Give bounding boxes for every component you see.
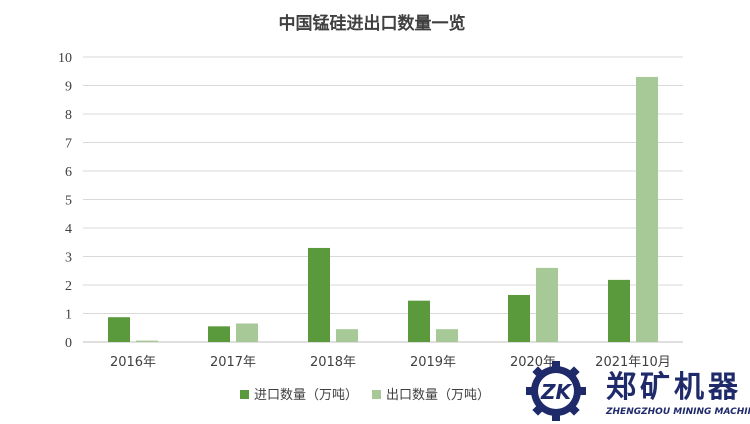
y-tick-label: 7 — [65, 137, 72, 152]
logo-gear-icon: ZK — [526, 361, 586, 421]
bar-export — [136, 340, 158, 342]
legend-label: 出口数量（万吨） — [386, 388, 490, 403]
bar-import — [508, 294, 530, 342]
bar-export — [236, 323, 258, 342]
y-tick-label: 3 — [65, 251, 72, 266]
logo-subtitle: ZHENGZHOU MINING MACHINERY — [605, 407, 750, 417]
gridlines — [83, 56, 683, 343]
x-tick-label: 2021年10月 — [595, 355, 671, 370]
x-axis-ticks: 2016年 2017年 2018年 2019年 2020年 2021年10月 — [110, 355, 671, 370]
y-tick-label: 9 — [65, 80, 72, 95]
y-tick-label: 6 — [65, 165, 72, 180]
chart-title: 中国锰硅进出口数量一览 — [279, 13, 466, 34]
x-tick-label: 2018年 — [310, 355, 356, 370]
bar-import — [108, 317, 130, 342]
y-tick-label: 10 — [58, 51, 72, 66]
legend: 进口数量（万吨） 出口数量（万吨） — [240, 388, 490, 403]
y-tick-label: 4 — [65, 222, 72, 237]
legend-swatch — [240, 390, 249, 399]
legend-swatch — [372, 390, 381, 399]
bar-import — [608, 279, 630, 342]
y-tick-label: 0 — [65, 336, 72, 351]
x-tick-label: 2016年 — [110, 355, 156, 370]
y-tick-label: 5 — [65, 194, 72, 209]
bar-import — [208, 326, 230, 342]
y-axis-ticks: 0 1 2 3 4 5 6 7 8 9 10 — [58, 51, 72, 351]
logo-name: 郑矿机器 — [606, 370, 742, 405]
watermark-logo: ZK 郑矿机器 ZHENGZHOU MINING MACHINERY — [526, 361, 750, 421]
x-tick-label: 2017年 — [210, 355, 256, 370]
bars — [108, 76, 658, 342]
y-tick-label: 8 — [65, 108, 72, 123]
x-tick-label: 2019年 — [410, 355, 456, 370]
bar-export — [536, 267, 558, 342]
logo-mark-text: ZK — [540, 380, 573, 404]
bar-export — [636, 76, 658, 342]
bar-import — [308, 247, 330, 342]
x-tick-label: 2020年 — [510, 355, 556, 370]
bar-export — [436, 329, 458, 342]
y-tick-label: 1 — [65, 308, 72, 323]
bar-export — [336, 329, 358, 342]
bar-import — [408, 300, 430, 342]
legend-label: 进口数量（万吨） — [254, 388, 358, 403]
y-tick-label: 2 — [65, 279, 72, 294]
